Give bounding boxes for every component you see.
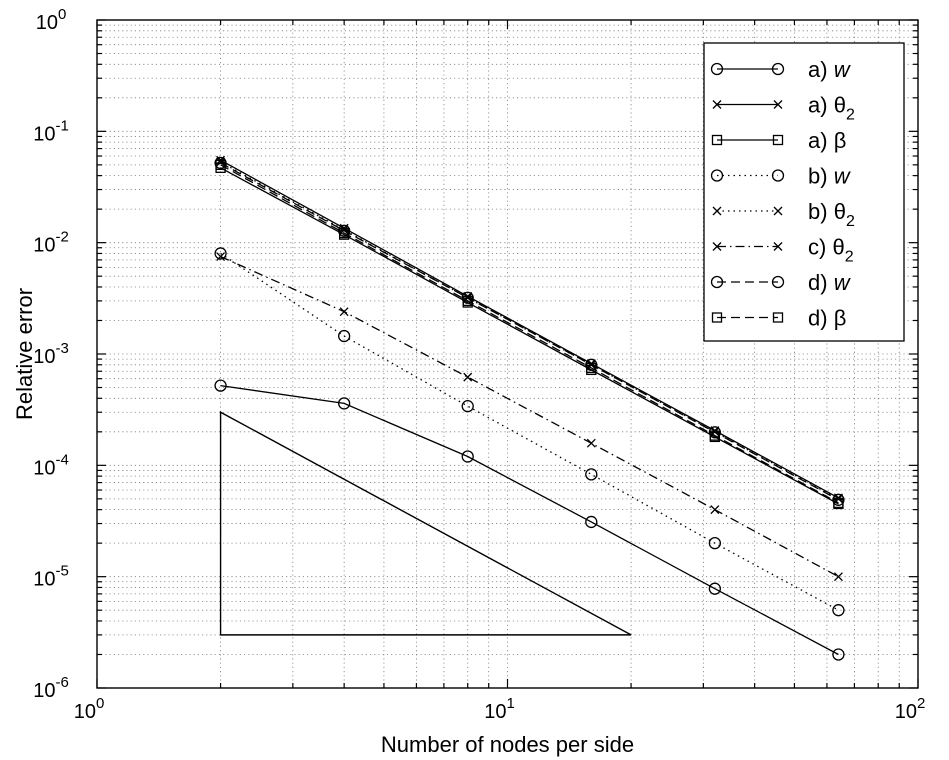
data-point <box>461 291 474 304</box>
series-line <box>220 159 839 499</box>
data-point <box>216 252 226 262</box>
slope-triangle-layer <box>219 411 632 636</box>
tick-labels: 100 101 102 100 10-1 10-2 10-3 10-4 10-5 10-6 <box>33 6 925 723</box>
data-point <box>215 159 226 170</box>
series-7 <box>214 156 845 506</box>
legend-label: c) θ2 <box>808 235 854 266</box>
y-tick-label: 10-3 <box>33 340 69 368</box>
y-tick-label: 10-6 <box>33 674 69 702</box>
legend-label: b) θ2 <box>808 199 855 230</box>
data-point <box>337 224 351 237</box>
legend-label: d) w <box>808 270 852 295</box>
data-point <box>337 397 351 410</box>
legend-marker <box>711 134 723 146</box>
data-point <box>585 468 598 481</box>
data-point <box>463 372 473 382</box>
data-point <box>832 648 845 661</box>
data-point <box>214 247 227 260</box>
data-point <box>833 497 844 509</box>
legend-label: a) β <box>808 128 846 153</box>
slope-triangle <box>219 411 632 636</box>
legend-marker <box>712 100 722 109</box>
y-axis-label: Relative error <box>12 288 37 420</box>
legend-entry: a) θ2 <box>712 93 855 124</box>
data-point <box>338 227 350 239</box>
data-point <box>214 379 227 392</box>
legend-marker <box>710 275 724 289</box>
y-tick-label: 10-5 <box>33 563 69 591</box>
legend-entry: d) β <box>711 306 846 331</box>
legend-marker <box>773 100 783 109</box>
legend-entry: b) θ2 <box>712 199 855 230</box>
legend-marker <box>711 312 723 323</box>
data-point <box>339 307 349 317</box>
legend-marker <box>712 206 722 216</box>
series-6 <box>216 252 843 582</box>
series-1 <box>214 379 845 661</box>
legend-entry: c) θ2 <box>712 235 854 266</box>
legend-entry: a) w <box>710 57 852 82</box>
data-point <box>585 515 598 529</box>
legend-marker <box>710 169 724 182</box>
x-tick-label: 101 <box>484 695 515 723</box>
data-point <box>337 329 351 343</box>
series-8 <box>215 159 844 509</box>
y-tick-label: 100 <box>36 6 67 34</box>
data-point <box>585 358 598 371</box>
y-tick-label: 10-1 <box>33 117 69 145</box>
series-line <box>220 384 839 656</box>
data-point <box>462 295 473 307</box>
legend: a) w a) θ2 a) β b) w b) θ2 c) θ2 d) w d) β <box>703 42 905 342</box>
data-point <box>214 156 227 170</box>
legend-label: a) w <box>808 57 852 82</box>
x-tick-label: 100 <box>74 695 105 723</box>
series-line <box>220 162 839 501</box>
legend-marker <box>710 62 724 76</box>
x-tick-label: 102 <box>895 695 926 723</box>
data-point <box>710 505 720 515</box>
x-axis-label: Number of nodes per side <box>381 732 634 757</box>
data-point <box>833 572 843 582</box>
legend-entry: a) β <box>711 128 846 153</box>
series-4 <box>214 247 845 617</box>
legend-label: d) β <box>808 306 846 331</box>
legend-marker <box>712 242 722 251</box>
series-line <box>220 164 839 504</box>
data-point <box>461 450 474 463</box>
legend-marker <box>771 169 785 182</box>
series-line <box>220 167 839 505</box>
legend-marker <box>773 206 783 216</box>
legend-marker <box>772 312 784 323</box>
data-point <box>461 400 474 413</box>
legend-entry: d) w <box>710 270 852 295</box>
legend-label: a) θ2 <box>808 93 855 124</box>
data-point <box>708 537 722 550</box>
ticks <box>96 19 919 689</box>
series-line <box>220 255 839 578</box>
data-point <box>586 362 597 374</box>
legend-entry: b) w <box>710 164 852 189</box>
data-point <box>832 493 845 506</box>
y-tick-label: 10-2 <box>33 229 69 257</box>
y-tick-label: 10-4 <box>33 451 69 479</box>
legend-marker <box>773 242 783 251</box>
data-point <box>708 426 722 439</box>
data-point <box>709 430 721 441</box>
data-point <box>586 438 596 448</box>
data-point <box>832 604 845 617</box>
legend-marker <box>771 62 785 76</box>
legend-box <box>703 42 905 342</box>
series-layer <box>214 155 845 661</box>
legend-label: b) w <box>808 164 852 189</box>
data-point <box>708 582 722 595</box>
legend-marker <box>771 275 785 289</box>
legend-marker <box>772 134 784 146</box>
